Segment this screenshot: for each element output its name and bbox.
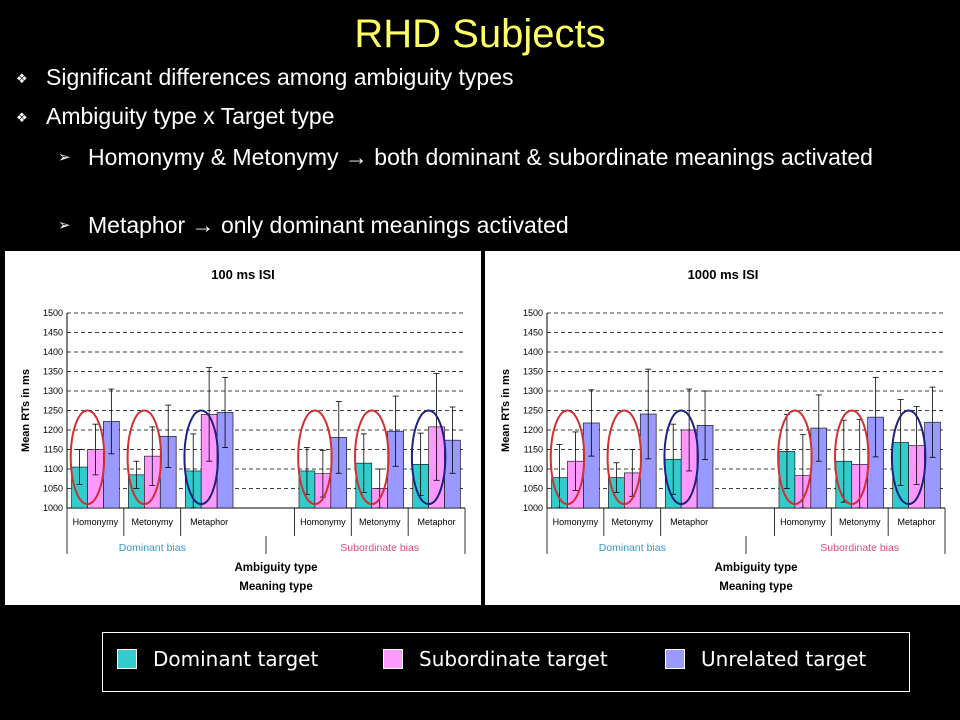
sub-bullet-text: Homonymy & Metonymy → both dominant & su… (88, 144, 873, 170)
legend-item-subordinate: Subordinate target (383, 647, 608, 671)
x-tick-label: Metaphor (670, 517, 708, 527)
bullet-item: ❖ Ambiguity type x Target type (16, 103, 335, 130)
chart-legend: Dominant target Subordinate target Unrel… (102, 632, 910, 692)
highlight-ellipse (183, 409, 219, 506)
x-tick-label: Metonymy (359, 517, 401, 527)
y-tick-label: 1050 (43, 484, 63, 494)
x-tick-label: Metaphor (898, 517, 936, 527)
legend-item-dominant: Dominant target (117, 647, 318, 671)
y-tick-label: 1150 (44, 445, 63, 455)
y-tick-label: 1400 (523, 347, 543, 357)
group-label: Subordinate bias (820, 542, 899, 554)
y-tick-label: 1250 (523, 406, 543, 416)
bullet-item: ❖ Significant differences among ambiguity… (16, 64, 514, 91)
chart-title: 100 ms ISI (211, 267, 275, 282)
y-tick-label: 1250 (43, 406, 63, 416)
slide-title: RHD Subjects (354, 12, 606, 56)
group-label: Dominant bias (119, 542, 186, 554)
highlight-ellipse (549, 409, 586, 506)
y-tick-label: 1500 (523, 308, 543, 318)
highlight-ellipse (663, 409, 699, 506)
x-tick-label: Metonymy (612, 517, 654, 527)
highlight-ellipse (606, 409, 643, 506)
y-tick-label: 1300 (523, 386, 543, 396)
group-label: Dominant bias (599, 542, 666, 554)
x-axis-label-2: Meaning type (239, 581, 312, 593)
y-tick-label: 1350 (43, 367, 63, 377)
y-tick-label: 1350 (523, 367, 543, 377)
highlight-ellipse (297, 409, 333, 506)
y-axis-label: Mean RTs in ms (500, 369, 512, 452)
y-tick-label: 1000 (43, 503, 63, 513)
y-tick-label: 1450 (43, 328, 63, 338)
y-tick-label: 1050 (523, 484, 543, 494)
group-label: Subordinate bias (340, 542, 419, 554)
x-tick-label: Homonymy (73, 517, 119, 527)
sub-bullet-text: Metaphor → only dominant meanings activa… (88, 212, 569, 238)
y-tick-label: 1500 (43, 308, 63, 318)
y-tick-label: 1150 (524, 445, 543, 455)
arrowhead-bullet-icon: ➢ (58, 217, 71, 234)
diamond-bullet-icon: ❖ (16, 109, 28, 125)
chart-panel-1000ms: 1000 ms ISI 1000 1050 1100 1150 1200 1250 1300 1… (485, 251, 960, 605)
y-tick-label: 1100 (524, 464, 543, 474)
highlight-ellipse (69, 409, 106, 506)
x-tick-label: Homonymy (780, 517, 826, 527)
legend-label: Dominant target (153, 647, 319, 671)
y-tick-label: 1400 (43, 347, 63, 357)
y-tick-label: 1100 (44, 464, 63, 474)
chart-panel-100ms: 100 ms ISI 1000 1050 1100 1150 1200 1250 1300 13… (5, 251, 481, 605)
diamond-bullet-icon: ❖ (16, 70, 28, 86)
sub-bullet-item: ➢ Metaphor → only dominant meanings activ… (58, 210, 918, 241)
y-axis-label: Mean RTs in ms (20, 369, 32, 452)
y-tick-label: 1000 (523, 503, 543, 513)
legend-item-unrelated: Unrelated target (665, 647, 866, 671)
x-tick-label: Homonymy (553, 517, 599, 527)
arrowhead-bullet-icon: ➢ (58, 149, 71, 166)
chart-title: 1000 ms ISI (688, 267, 759, 282)
legend-label: Unrelated target (701, 647, 867, 671)
x-tick-label: Metaphor (190, 517, 228, 527)
x-tick-label: Metaphor (418, 517, 456, 527)
highlight-ellipse (834, 409, 870, 506)
highlight-ellipse (777, 409, 813, 506)
x-axis-label: Ambiguity type (234, 562, 317, 574)
highlight-ellipse (126, 409, 163, 506)
highlight-ellipse (890, 409, 927, 506)
y-tick-label: 1200 (523, 425, 543, 435)
y-tick-label: 1450 (523, 328, 543, 338)
x-tick-label: Metonymy (839, 517, 881, 527)
chart-1000ms: 1000 ms ISI 1000 1050 1100 1150 1200 1250 1300 1… (500, 267, 946, 593)
highlight-ellipse (354, 409, 390, 506)
x-axis-label-2: Meaning type (719, 581, 792, 593)
bullet-text: Ambiguity type x Target type (46, 103, 335, 129)
chart-100ms: 100 ms ISI 1000 1050 1100 1150 1200 1250 1300 13… (20, 267, 466, 593)
y-tick-label: 1300 (43, 386, 63, 396)
x-tick-label: Homonymy (300, 517, 346, 527)
sub-bullet-item: ➢ Homonymy & Metonymy → both dominant & s… (58, 142, 938, 173)
bullet-text: Significant differences among ambiguity … (46, 64, 514, 90)
highlight-ellipse (410, 409, 447, 506)
legend-label: Subordinate target (419, 647, 608, 671)
legend-swatch (665, 649, 685, 669)
x-tick-label: Metonymy (132, 517, 174, 527)
x-axis-label: Ambiguity type (714, 562, 797, 574)
y-tick-label: 1200 (43, 425, 63, 435)
legend-swatch (383, 649, 403, 669)
legend-swatch (117, 649, 137, 669)
